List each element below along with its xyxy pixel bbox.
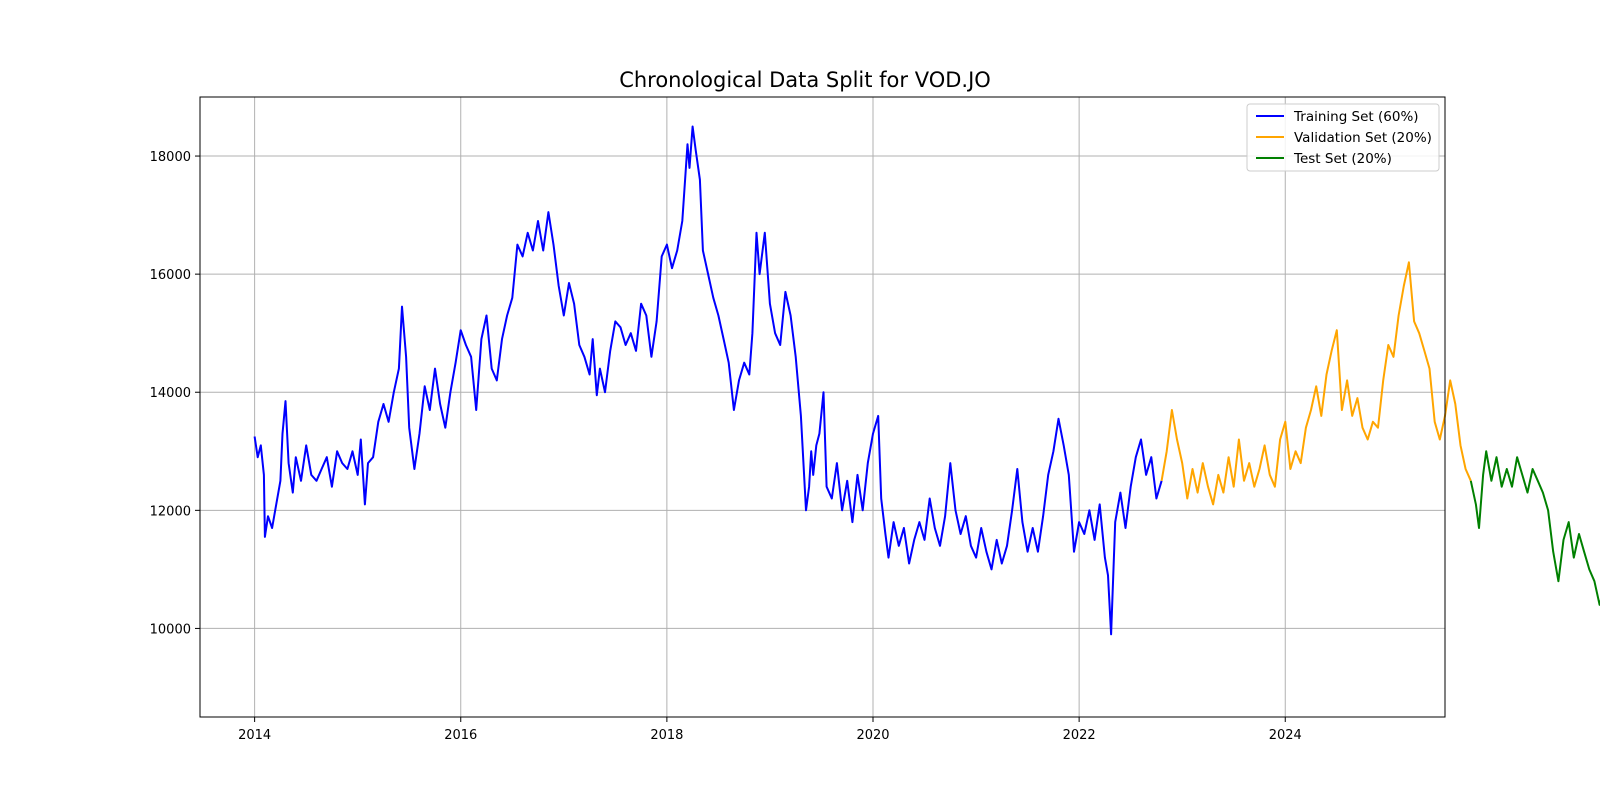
x-tick-label: 2014 bbox=[238, 728, 271, 743]
plot-frame bbox=[199, 96, 1446, 718]
chart-title: Chronological Data Split for VOD.JO bbox=[619, 68, 991, 92]
legend: Training Set (60%) Validation Set (20%) Te… bbox=[1246, 103, 1440, 172]
legend-label-2: Validation Set (20%) bbox=[1294, 130, 1432, 146]
x-tick-label: 2016 bbox=[444, 728, 477, 743]
y-tick-label: 16000 bbox=[150, 268, 191, 283]
grid-lines bbox=[200, 97, 1445, 717]
legend-label-3: Test Set (20%) bbox=[1293, 151, 1392, 167]
y-tick-label: 12000 bbox=[150, 504, 191, 519]
series-line-1 bbox=[253, 125, 1163, 636]
y-tick-label: 18000 bbox=[150, 150, 191, 165]
series-lines bbox=[253, 125, 1600, 636]
y-tick-label: 14000 bbox=[150, 386, 191, 401]
x-axis-ticks: 2014 2016 2018 2020 2022 2024 bbox=[238, 717, 1302, 743]
legend-box bbox=[1246, 103, 1440, 172]
x-tick-label: 2020 bbox=[856, 728, 889, 743]
y-axis-ticks: 10000 12000 14000 16000 18000 bbox=[150, 150, 200, 637]
legend-label-1: Training Set (60%) bbox=[1293, 109, 1419, 125]
x-tick-label: 2018 bbox=[650, 728, 683, 743]
y-tick-label: 10000 bbox=[150, 622, 191, 637]
x-tick-label: 2024 bbox=[1269, 728, 1302, 743]
series-line-2 bbox=[1160, 261, 1472, 506]
x-tick-label: 2022 bbox=[1063, 728, 1096, 743]
series-line-3 bbox=[1469, 450, 1600, 606]
